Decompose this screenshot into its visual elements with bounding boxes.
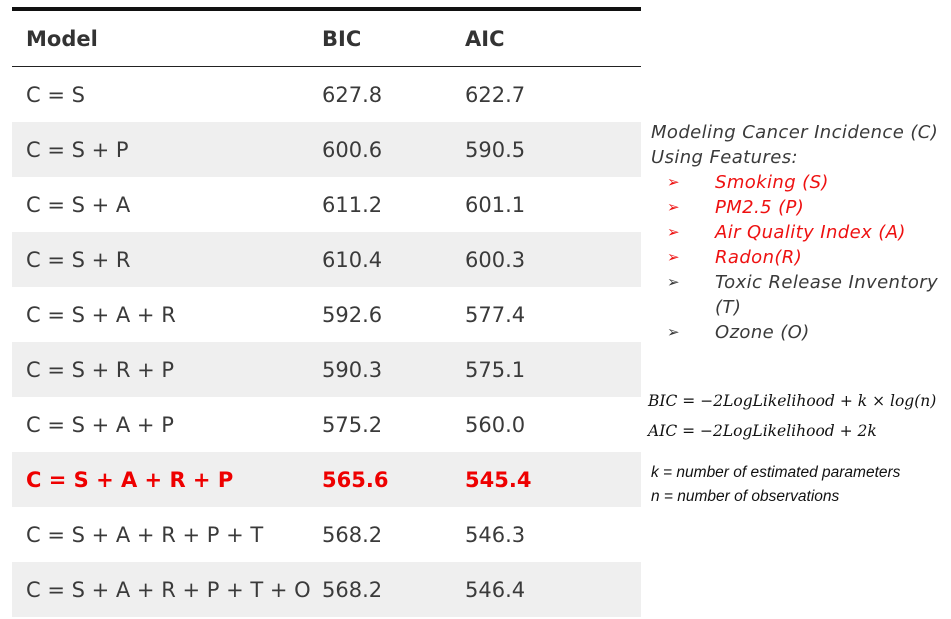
bic-formula: BIC = −2LogLikelihood + k × log(n) <box>648 392 937 410</box>
feature-item: ➢ Smoking (S) <box>651 170 949 195</box>
bic-cell: 568.2 <box>322 577 383 602</box>
table-row: C = S + R + P 590.3 575.1 <box>12 342 641 397</box>
aic-formula: AIC = −2LogLikelihood + 2k <box>648 422 877 440</box>
aic-cell: 575.1 <box>465 357 526 382</box>
feature-label: Toxic Release Inventory (T) <box>715 272 939 318</box>
feature-label: Air Quality Index (A) <box>715 222 906 243</box>
aic-cell: 577.4 <box>465 302 526 327</box>
arrow-bullet-icon: ➢ <box>667 323 680 341</box>
formula-block: BIC = −2LogLikelihood + k × log(n) AIC =… <box>648 386 936 446</box>
model-cell: C = S + A + R <box>26 302 176 327</box>
table-row: C = S + R 610.4 600.3 <box>12 232 641 287</box>
table-row: C = S + P 600.6 590.5 <box>12 122 641 177</box>
note-k: k = number of estimated parameters <box>651 464 901 481</box>
features-panel: Modeling Cancer Incidence (C) Using Feat… <box>651 120 949 345</box>
table-header-row: Model BIC AIC <box>12 11 641 67</box>
panel-title-line-1: Modeling Cancer Incidence (C) <box>651 122 939 143</box>
bic-cell: 627.8 <box>322 82 383 107</box>
table-body: C = S 627.8 622.7 C = S + P 600.6 590.5 C = S … <box>12 67 641 617</box>
aic-cell: 600.3 <box>465 247 526 272</box>
feature-label: Smoking (S) <box>715 172 829 193</box>
feature-item: ➢ PM2.5 (P) <box>651 195 949 220</box>
bic-cell: 610.4 <box>322 247 383 272</box>
arrow-bullet-icon: ➢ <box>667 223 680 241</box>
legend-notes: k = number of estimated parameters n = n… <box>651 461 900 509</box>
aic-cell: 601.1 <box>465 192 526 217</box>
model-cell: C = S + P <box>26 137 129 162</box>
note-n: n = number of observations <box>651 488 840 505</box>
model-cell: C = S + A + R + P <box>26 467 234 492</box>
bic-cell: 568.2 <box>322 522 383 547</box>
header-aic: AIC <box>465 26 505 51</box>
table-row: C = S + A + R + P + T 568.2 546.3 <box>12 507 641 562</box>
feature-item: ➢ Ozone (O) <box>651 320 949 345</box>
model-cell: C = S + R <box>26 247 131 272</box>
bic-cell: 575.2 <box>322 412 383 437</box>
aic-cell: 590.5 <box>465 137 526 162</box>
header-model: Model <box>26 26 98 51</box>
aic-cell: 546.4 <box>465 577 526 602</box>
aic-cell: 545.4 <box>465 467 532 492</box>
feature-label: Radon(R) <box>715 247 803 268</box>
model-cell: C = S <box>26 82 85 107</box>
arrow-bullet-icon: ➢ <box>667 273 680 291</box>
aic-cell: 546.3 <box>465 522 526 547</box>
feature-label: PM2.5 (P) <box>715 197 805 218</box>
table-row: C = S + A 611.2 601.1 <box>12 177 641 232</box>
table-row: C = S 627.8 622.7 <box>12 67 641 122</box>
table-row: C = S + A + R 592.6 577.4 <box>12 287 641 342</box>
bic-cell: 565.6 <box>322 467 389 492</box>
table-top-rule <box>12 7 641 11</box>
table-row: C = S + A + R + P + T + O 568.2 546.4 <box>12 562 641 617</box>
aic-cell: 560.0 <box>465 412 526 437</box>
aic-cell: 622.7 <box>465 82 526 107</box>
bic-cell: 611.2 <box>322 192 383 217</box>
bic-cell: 592.6 <box>322 302 383 327</box>
arrow-bullet-icon: ➢ <box>667 198 680 216</box>
feature-item: ➢ Toxic Release Inventory (T) <box>651 270 949 320</box>
arrow-bullet-icon: ➢ <box>667 173 680 191</box>
feature-list: ➢ Smoking (S) ➢ PM2.5 (P) ➢ Air Quality Index… <box>651 170 949 345</box>
table-row: C = S + A + P 575.2 560.0 <box>12 397 641 452</box>
bic-cell: 590.3 <box>322 357 383 382</box>
model-comparison-table: Model BIC AIC C = S 627.8 622.7 C = S + P 60… <box>12 7 641 617</box>
feature-item: ➢ Radon(R) <box>651 245 949 270</box>
model-cell: C = S + R + P <box>26 357 175 382</box>
model-cell: C = S + A + R + P + T + O <box>26 577 311 602</box>
model-cell: C = S + A + P <box>26 412 174 437</box>
model-cell: C = S + A + R + P + T <box>26 522 264 547</box>
table-row-best: C = S + A + R + P 565.6 545.4 <box>12 452 641 507</box>
panel-title-line-2: Using Features: <box>651 147 798 168</box>
feature-label: Ozone (O) <box>715 322 810 343</box>
model-cell: C = S + A <box>26 192 131 217</box>
bic-cell: 600.6 <box>322 137 383 162</box>
feature-item: ➢ Air Quality Index (A) <box>651 220 949 245</box>
arrow-bullet-icon: ➢ <box>667 248 680 266</box>
header-bic: BIC <box>322 26 362 51</box>
